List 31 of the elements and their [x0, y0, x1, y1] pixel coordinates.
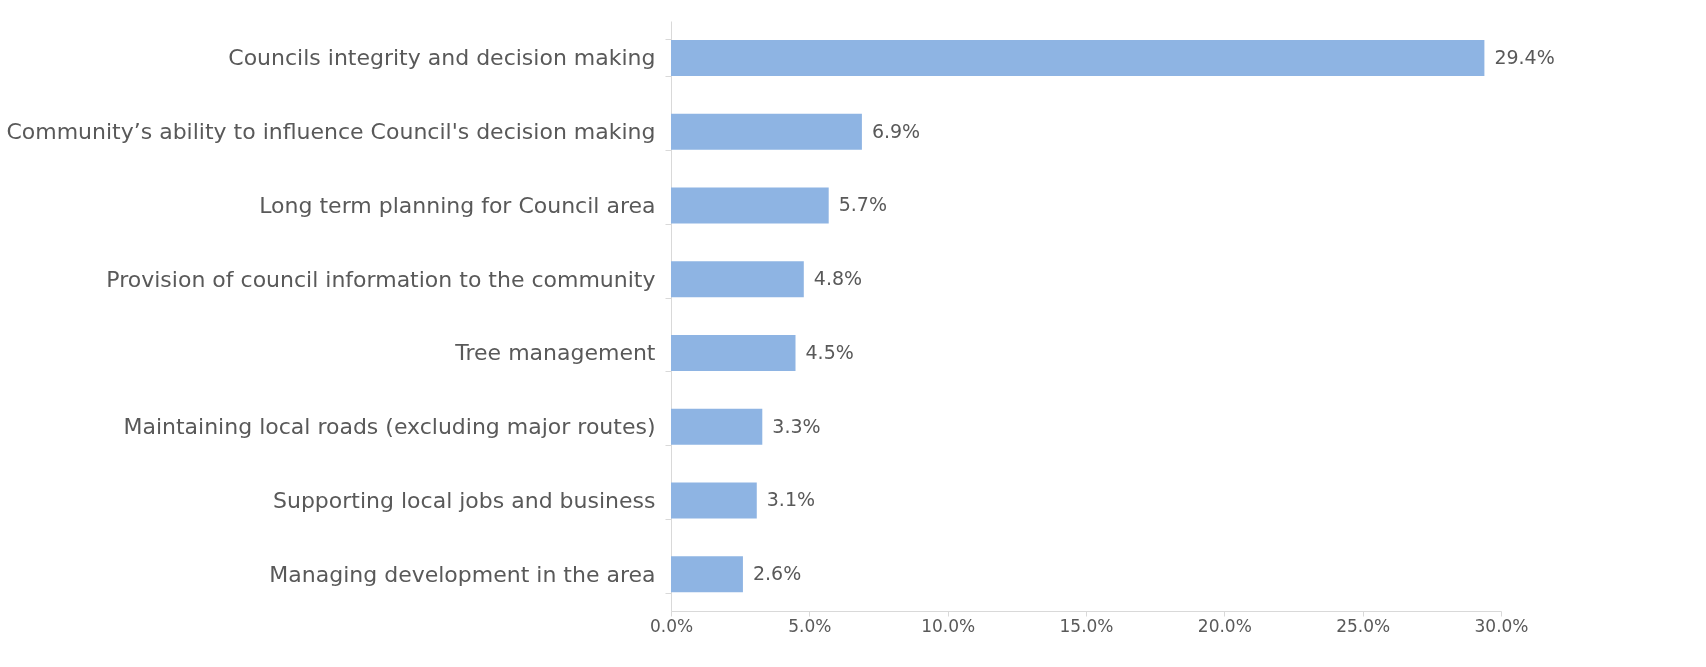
y-tick-label: Long term planning for Council area [259, 192, 656, 218]
data-label: 5.7% [838, 193, 887, 216]
bar [671, 408, 763, 445]
y-tick-label: Maintaining local roads (excluding major routes) [123, 414, 656, 440]
y-tick-label: Managing development in the area [269, 561, 656, 587]
bar [671, 334, 796, 371]
data-label: 3.1% [766, 488, 816, 511]
bar [671, 482, 757, 519]
data-label: 6.9% [871, 119, 921, 142]
data-label: 4.5% [805, 340, 854, 363]
y-tick-label: Community’s ability to influence Council's decision making [6, 119, 656, 145]
y-tick-label: Supporting local jobs and business [273, 487, 656, 513]
data-label: 4.8% [813, 267, 863, 290]
data-label: 29.4% [1494, 45, 1555, 68]
bar [671, 556, 743, 593]
x-tick-label: 25.0% [1336, 615, 1391, 636]
data-label: 3.3% [772, 414, 821, 437]
x-tick-label: 10.0% [921, 615, 976, 636]
bar [671, 261, 804, 298]
x-tick-label: 20.0% [1197, 615, 1252, 636]
bar [671, 187, 829, 224]
y-tick-label: Councils integrity and decision making [228, 45, 656, 71]
bar [671, 113, 862, 150]
x-tick-label: 5.0% [788, 615, 832, 636]
bar [671, 39, 1485, 76]
x-tick-label: 30.0% [1474, 615, 1529, 636]
data-label: 2.6% [752, 562, 802, 585]
y-tick-label: Tree management [454, 340, 656, 366]
x-tick-label: 15.0% [1059, 615, 1114, 636]
x-tick-label: 0.0% [649, 615, 694, 636]
y-tick-label: Provision of council information to the community [106, 266, 656, 292]
